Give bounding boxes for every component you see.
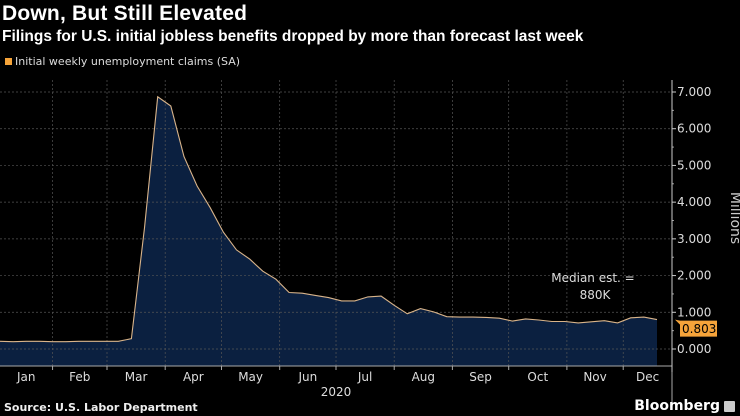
y-tick-label: 6.000 (677, 122, 711, 136)
x-tick-label: Jan (16, 370, 36, 384)
x-tick-label: Jul (357, 370, 372, 384)
y-tick-label: 4.000 (677, 195, 711, 209)
x-tick-label: Mar (125, 370, 148, 384)
area-fill (0, 96, 657, 367)
annotation-line2: 880K (580, 288, 612, 302)
x-tick-label: Feb (69, 370, 90, 384)
x-tick-label: May (238, 370, 263, 384)
source-note: Source: U.S. Labor Department (4, 401, 198, 414)
y-tick-label: 0.000 (677, 342, 711, 356)
last-value-label: 0.803 (682, 322, 716, 336)
y-tick-label: 1.000 (677, 305, 711, 319)
legend-label: Initial weekly unemployment claims (SA) (15, 55, 241, 68)
last-value-tag (675, 319, 717, 337)
y-axis-label: Millions (727, 192, 740, 244)
bloomberg-logo: Bloomberg (634, 398, 720, 414)
x-tick-label: Aug (412, 370, 435, 384)
x-tick-label: Oct (527, 370, 548, 384)
series-line (0, 95, 658, 343)
y-tick-label: 7.000 (677, 85, 711, 99)
x-axis-year-label: 2020 (321, 385, 352, 399)
y-tick-label: 3.000 (677, 232, 711, 246)
x-tick-label: Nov (583, 370, 606, 384)
x-tick-label: Jun (297, 370, 317, 384)
x-tick-label: Dec (636, 370, 659, 384)
y-tick-label: 5.000 (677, 158, 711, 172)
x-tick-label: Apr (183, 370, 204, 384)
y-tick-label: 2.000 (677, 269, 711, 283)
legend-swatch (5, 58, 12, 65)
bloomberg-chart-icon (724, 401, 735, 412)
annotation-line1: Median est. = (551, 271, 634, 285)
legend: Initial weekly unemployment claims (SA) (5, 55, 240, 68)
chart-title: Down, But Still Elevated (2, 2, 248, 25)
chart-subtitle: Filings for U.S. initial jobless benefit… (2, 28, 584, 45)
x-tick-label: Sep (469, 370, 492, 384)
